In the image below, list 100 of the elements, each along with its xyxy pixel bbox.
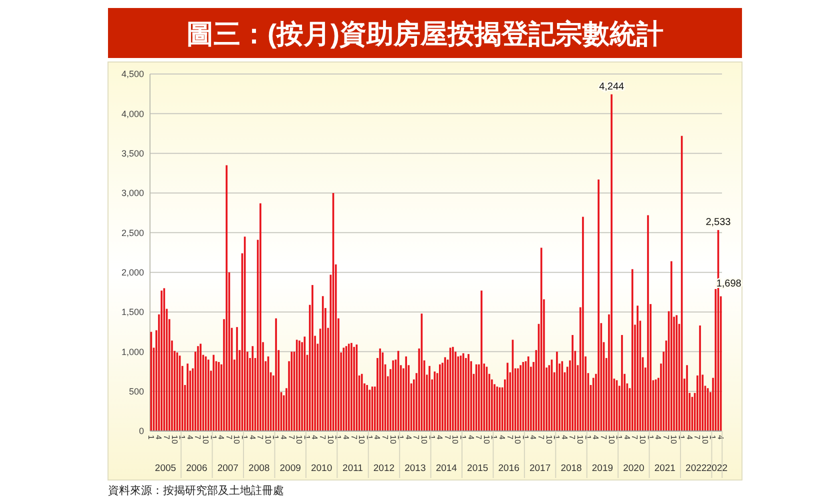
text: 2006: [186, 463, 208, 474]
x-tick-label: 1: [427, 435, 436, 440]
text: 2008: [248, 463, 270, 474]
x-tick-label: 7: [661, 435, 670, 440]
text: 2014: [436, 463, 457, 474]
x-tick-label: 7: [193, 435, 202, 440]
data-label: 4,244: [599, 81, 625, 92]
source-note: 資料來源：按揭研究部及土地註冊處: [108, 484, 284, 497]
x-tick-label: 1: [520, 435, 530, 440]
x-tick-label: 7: [256, 435, 265, 440]
x-tick-label: 7: [162, 435, 171, 440]
x-tick-label: 4: [372, 435, 382, 440]
x-tick-label: 4: [279, 435, 288, 440]
x-tick-label: 10: [170, 435, 179, 444]
y-tick-label: 1,000: [121, 346, 144, 357]
x-tick-label: 1: [490, 435, 499, 440]
x-tick-label: 1: [364, 435, 374, 440]
x-tick-label: 4: [560, 435, 569, 440]
x-tick-label: 7: [224, 435, 234, 440]
x-tick-label: 4: [248, 435, 257, 440]
y-tick-label: 0: [138, 426, 144, 436]
x-tick-label: 4: [498, 435, 507, 440]
x-tick-label: 7: [505, 435, 514, 440]
text: 2019: [592, 463, 614, 474]
x-tick-label: 4: [341, 435, 350, 440]
x-tick-label: 4: [654, 435, 663, 440]
x-tick-label: 4: [310, 435, 320, 440]
x-tick-label: 7: [474, 435, 484, 440]
x-tick-label: 7: [412, 435, 421, 440]
x-tick-label: 4: [185, 435, 194, 440]
x-tick-label: 1: [646, 435, 655, 440]
text: 2005: [154, 463, 176, 474]
data-label: 2,533: [706, 217, 732, 228]
x-tick-label: 1: [334, 435, 343, 440]
x-tick-label: 4: [216, 435, 226, 440]
x-tick-label: 7: [536, 435, 546, 440]
text: 2020: [623, 463, 644, 474]
x-tick-label: 10: [232, 435, 242, 444]
x-tick-label: 10: [606, 435, 616, 444]
x-tick-label: 10: [294, 435, 304, 444]
x-tick-label: 10: [388, 435, 398, 444]
x-tick-label: 1: [146, 435, 156, 440]
x-tick-label: 10: [326, 435, 335, 444]
x-tick-label: 7: [349, 435, 358, 440]
x-tick-label: 10: [669, 435, 678, 444]
x-tick-label: 10: [576, 435, 585, 444]
x-tick-label: 4: [622, 435, 632, 440]
text: 2018: [560, 463, 582, 474]
x-tick-label: 7: [286, 435, 296, 440]
x-tick-label: 1: [302, 435, 312, 440]
x-tick-label: 1: [614, 435, 624, 440]
x-tick-label: 1: [583, 435, 592, 440]
x-tick-label: 4: [684, 435, 694, 440]
x-tick-label: 4: [154, 435, 164, 440]
y-tick-label: 2,500: [121, 228, 144, 238]
x-tick-label: 10: [357, 435, 366, 444]
x-tick-label: 7: [568, 435, 577, 440]
text: 2017: [529, 463, 551, 474]
x-tick-label: 4: [591, 435, 600, 440]
x-tick-label: 7: [380, 435, 390, 440]
x-tick-label: 10: [450, 435, 460, 444]
x-tick-label: 10: [513, 435, 522, 444]
x-tick-label: 4: [466, 435, 476, 440]
x-tick-label: 1: [271, 435, 280, 440]
text: 2009: [280, 463, 301, 474]
y-tick-label: 4,500: [121, 69, 144, 80]
x-tick-label: 10: [482, 435, 491, 444]
y-tick-label: 1,500: [121, 307, 144, 318]
text: 2022: [706, 463, 728, 474]
y-tick-label: 4,000: [121, 108, 144, 119]
x-tick-label: 4: [404, 435, 413, 440]
x-tick-label: 10: [419, 435, 428, 444]
x-tick-label: 4: [435, 435, 444, 440]
text: 2011: [342, 463, 363, 474]
x-tick-label: 1: [552, 435, 562, 440]
x-tick-label: 10: [700, 435, 710, 444]
text: 2010: [310, 463, 332, 474]
text: 2012: [373, 463, 395, 474]
y-tick-label: 3,500: [121, 148, 144, 158]
y-tick-label: 500: [128, 386, 144, 396]
x-tick-label: 7: [692, 435, 702, 440]
text: 2016: [498, 463, 520, 474]
x-tick-label: 1: [178, 435, 187, 440]
x-tick-label: 1: [708, 435, 718, 440]
x-tick-label: 10: [200, 435, 210, 444]
x-tick-label: 1: [396, 435, 406, 440]
text: 2007: [217, 463, 238, 474]
x-tick-label: 10: [638, 435, 647, 444]
x-tick-label: 10: [263, 435, 272, 444]
y-tick-label: 3,000: [121, 188, 144, 198]
chart-title: 圖三：(按月)資助房屋按揭登記宗數統計: [186, 19, 664, 49]
x-tick-label: 7: [630, 435, 640, 440]
x-tick-label: 7: [598, 435, 608, 440]
x-tick-label: 10: [544, 435, 554, 444]
x-tick-label: 1: [208, 435, 218, 440]
x-tick-label: 7: [318, 435, 328, 440]
y-tick-label: 2,000: [121, 267, 144, 278]
text: 2013: [404, 463, 426, 474]
x-tick-label: 7: [442, 435, 452, 440]
text: 2015: [467, 463, 488, 474]
